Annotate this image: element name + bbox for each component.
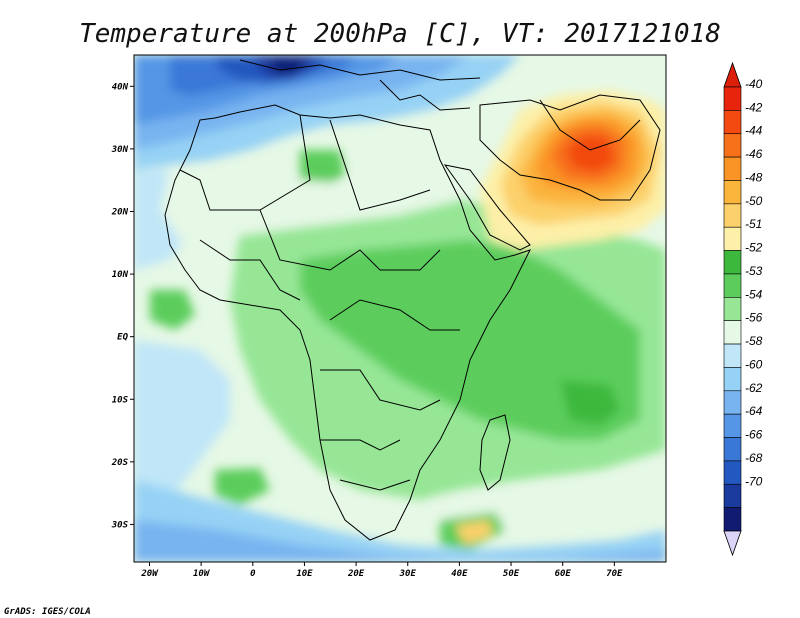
lon-tick-label: 10W	[193, 569, 211, 579]
colorbar-swatch	[723, 367, 742, 392]
colorbar-label: -68	[745, 451, 763, 465]
colorbar-label: -56	[745, 311, 763, 325]
colorbar-swatch	[723, 250, 742, 275]
colorbar-label: -66	[745, 428, 763, 442]
colorbar-swatch	[723, 203, 742, 228]
colorbar-label: -52	[745, 241, 763, 255]
footer-credit: GrADS: IGES/COLA	[4, 607, 91, 617]
lon-tick-label: 40E	[451, 569, 468, 579]
colorbar-bottom-arrow	[723, 530, 742, 557]
colorbar-swatch	[723, 483, 742, 508]
colorbar-swatch	[723, 437, 742, 462]
colorbar-swatch	[723, 226, 742, 251]
lon-tick-label: 20W	[140, 569, 159, 579]
longitude-ticks: 20W 10W 0 10E 20E 30E 40E 50E 60E 70E	[140, 562, 623, 579]
colorbar-label: -50	[745, 194, 763, 208]
lon-tick-label: 70E	[606, 569, 623, 579]
colorbar-label: -58	[745, 334, 763, 348]
colorbar-label: -60	[745, 357, 763, 371]
latitude-ticks: 40N 30N 20N 10N EQ 10S 20S 30S	[111, 82, 134, 530]
lat-tick-label: 30N	[111, 145, 129, 155]
colorbar-swatch	[723, 390, 742, 415]
colorbar: -40 -42 -44 -46 -48 -50 -51 -52 -53 -54 -56 -58 -60 -…	[723, 61, 763, 557]
colorbar-swatch	[723, 460, 742, 485]
lat-tick-label: 20N	[111, 207, 129, 217]
colorbar-label: -51	[745, 217, 762, 231]
colorbar-swatch	[723, 273, 742, 298]
lon-tick-label: 30E	[399, 569, 417, 579]
colorbar-label: -54	[745, 287, 763, 301]
colorbar-swatch	[723, 86, 742, 111]
lat-tick-label: 10N	[112, 270, 129, 280]
lat-tick-label: EQ	[117, 333, 128, 343]
lon-tick-label: 10E	[296, 569, 313, 579]
colorbar-swatch	[723, 297, 742, 321]
colorbar-label: -64	[745, 404, 763, 418]
colorbar-label: -42	[745, 100, 763, 114]
lon-tick-label: 50E	[503, 569, 520, 579]
colorbar-label: -62	[745, 381, 763, 395]
map-frame	[133, 54, 667, 563]
colorbar-swatch	[723, 110, 742, 135]
colorbar-swatch	[723, 413, 742, 438]
colorbar-swatch	[723, 156, 742, 181]
map-title: Temperature at 200hPa [C], VT: 201712101…	[79, 19, 721, 49]
temperature-field	[134, 55, 666, 562]
colorbar-swatch	[723, 343, 742, 368]
lon-tick-label: 60E	[555, 569, 572, 579]
colorbar-label: -48	[745, 170, 763, 184]
lon-tick-label: 0	[250, 569, 256, 579]
colorbar-label: -46	[745, 147, 763, 161]
lat-tick-label: 30S	[111, 520, 129, 530]
colorbar-label: -53	[745, 264, 763, 278]
colorbar-label: -40	[745, 77, 763, 91]
colorbar-swatch	[723, 180, 742, 205]
colorbar-swatch	[723, 320, 742, 345]
colorbar-label: -70	[745, 474, 763, 488]
lon-tick-label: 20E	[347, 569, 365, 579]
lat-tick-label: 20S	[111, 458, 129, 468]
colorbar-swatch	[723, 133, 742, 158]
lat-tick-label: 40N	[112, 82, 129, 92]
colorbar-swatch	[723, 507, 742, 532]
colorbar-top-arrow	[723, 61, 742, 88]
lat-tick-label: 10S	[112, 395, 129, 405]
colorbar-label: -44	[745, 124, 763, 138]
